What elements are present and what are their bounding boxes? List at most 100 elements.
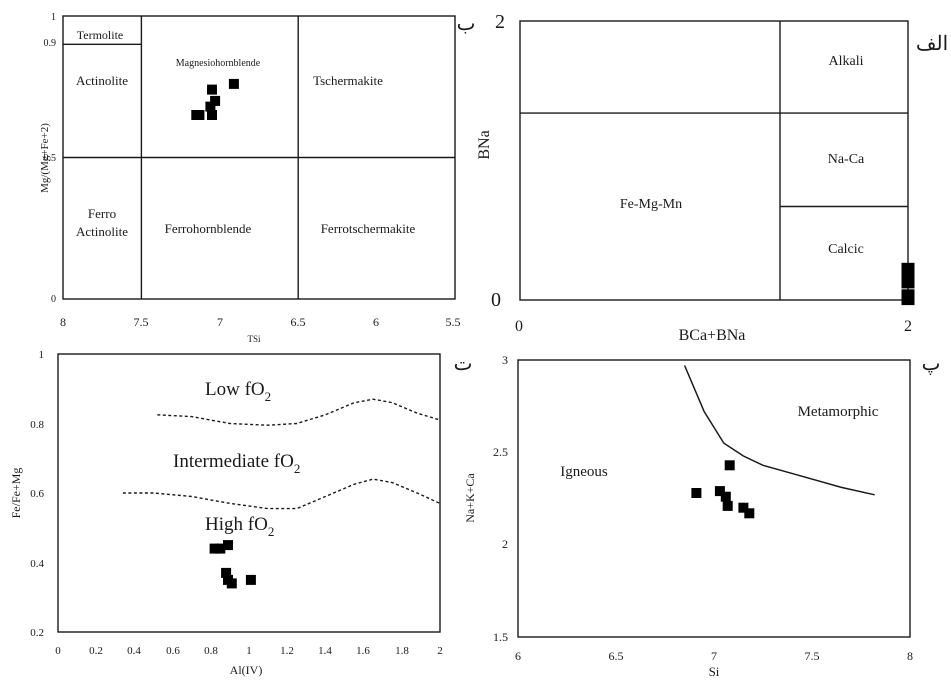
b-ytick-0: 0 bbox=[51, 294, 56, 305]
data-point-marker bbox=[901, 275, 915, 289]
p-xtick-6: 6 bbox=[515, 649, 521, 663]
panel-t-frame bbox=[57, 353, 441, 633]
panel-p-points bbox=[691, 460, 755, 519]
field-calcic: Calcic bbox=[828, 242, 864, 257]
b-ylabel: Mg/(Mg+Fe+2) bbox=[39, 123, 51, 193]
t-ylabel: Fe/Fe+Mg bbox=[9, 468, 23, 519]
t-xtick-0-6: 0.6 bbox=[166, 645, 180, 657]
p-ytick-3: 3 bbox=[502, 353, 508, 367]
b-xtick-5-5: 5.5 bbox=[446, 315, 461, 329]
b-xlabel: TSi bbox=[247, 334, 261, 344]
t-xtick-1-8: 1.8 bbox=[395, 645, 409, 657]
a-xtick-0: 0 bbox=[515, 318, 523, 335]
field-igneous: Igneous bbox=[560, 464, 608, 480]
data-point-marker bbox=[724, 460, 735, 471]
panel-t-boundaries bbox=[122, 398, 441, 510]
t-xtick-0-8: 0.8 bbox=[204, 645, 218, 657]
data-point-marker bbox=[209, 543, 220, 554]
b-ytick-0-9: 0.9 bbox=[44, 38, 57, 49]
data-point-marker bbox=[223, 540, 233, 551]
data-point-marker bbox=[210, 95, 221, 106]
a-ylabel: BNa bbox=[476, 130, 493, 159]
b-xtick-7: 7 bbox=[217, 315, 223, 329]
data-point-marker bbox=[691, 488, 702, 498]
fo2-boundary-curve bbox=[157, 398, 441, 426]
panel-p-corner-label: پ bbox=[922, 353, 941, 375]
fo2-boundary-curve bbox=[122, 478, 441, 510]
t-xtick-0: 0 bbox=[55, 645, 61, 657]
panel-b-corner-label: ب bbox=[457, 13, 476, 35]
t-xtick-2: 2 bbox=[437, 645, 443, 657]
t-xtick-1-2: 1.2 bbox=[280, 645, 294, 657]
t-xtick-0-2: 0.2 bbox=[89, 645, 103, 657]
data-point-marker bbox=[205, 101, 216, 112]
field-ferro-actinolite: Actinolite bbox=[76, 224, 128, 239]
data-point-marker bbox=[738, 502, 749, 513]
a-ytick-2: 2 bbox=[495, 11, 505, 33]
panel-a-frame bbox=[519, 20, 909, 301]
field-fe-mg-mn: Fe-Mg-Mn bbox=[620, 197, 682, 212]
b-ytick-1: 1 bbox=[51, 12, 56, 23]
p-xlabel: Si bbox=[709, 664, 720, 679]
field-ferrotschermakite: Ferrotschermakite bbox=[321, 221, 416, 236]
data-point-marker bbox=[720, 491, 731, 502]
p-ytick-1-5: 1.5 bbox=[493, 630, 508, 644]
panel-p-frame bbox=[517, 359, 911, 638]
field-metamorphic: Metamorphic bbox=[798, 404, 879, 420]
field-tschermakite: Tschermakite bbox=[313, 73, 383, 88]
t-ytick-0-6: 0.6 bbox=[30, 488, 44, 500]
data-point-marker bbox=[245, 574, 256, 585]
field-ferrohornblende: Ferrohornblende bbox=[165, 221, 252, 236]
p-xtick-7-5: 7.5 bbox=[805, 649, 820, 663]
b-xtick-8: 8 bbox=[60, 315, 66, 329]
panel-a-boundaries bbox=[520, 21, 908, 300]
field-termolite: Termolite bbox=[77, 28, 123, 42]
zone-high-fo2: High fO2 bbox=[205, 514, 274, 539]
panel-b-boundaries bbox=[63, 16, 455, 299]
p-xtick-7: 7 bbox=[711, 649, 717, 663]
field-actinolite: Actinolite bbox=[76, 73, 128, 88]
field-magnesiohornblende: Magnesiohornblende bbox=[176, 58, 261, 69]
b-ytick-0-5: 0.5 bbox=[44, 153, 57, 164]
t-xtick-1-4: 1.4 bbox=[318, 645, 332, 657]
field-alkali: Alkali bbox=[829, 54, 864, 69]
field-na-ca: Na-Ca bbox=[828, 152, 865, 167]
data-point-marker bbox=[226, 578, 237, 589]
zone-low-fo2: Low fO2 bbox=[205, 379, 271, 404]
panel-a-points bbox=[901, 262, 915, 306]
p-ytick-2-5: 2.5 bbox=[493, 445, 508, 459]
b-xtick-6: 6 bbox=[373, 315, 379, 329]
t-xlabel: Al(IV) bbox=[230, 663, 263, 677]
t-ytick-0-4: 0.4 bbox=[30, 558, 44, 570]
panel-a-corner-label: الف bbox=[916, 33, 948, 55]
p-ytick-2: 2 bbox=[502, 537, 508, 551]
zone-intermediate-fo2: Intermediate fO2 bbox=[173, 451, 300, 476]
t-xtick-1: 1 bbox=[246, 645, 252, 657]
panel-p: Igneous Metamorphic 6 6.5 7 7.5 8 3 2.5 … bbox=[463, 353, 940, 679]
data-point-marker bbox=[207, 84, 217, 95]
t-ytick-0-8: 0.8 bbox=[30, 419, 44, 431]
p-xtick-6-5: 6.5 bbox=[609, 649, 624, 663]
p-xtick-8: 8 bbox=[907, 649, 913, 663]
a-xlabel: BCa+BNa bbox=[679, 327, 746, 344]
t-xtick-0-4: 0.4 bbox=[127, 645, 141, 657]
data-point-marker bbox=[194, 110, 205, 120]
b-xtick-6-5: 6.5 bbox=[291, 315, 306, 329]
data-point-marker bbox=[722, 500, 733, 511]
panel-p-boundaries bbox=[683, 365, 875, 496]
data-point-marker bbox=[221, 567, 232, 578]
panel-b: Termolite Actinolite Magnesiohornblende … bbox=[39, 12, 475, 344]
data-point-marker bbox=[228, 78, 239, 89]
panel-t: Low fO2 Intermediate fO2 High fO2 0 0.2 … bbox=[9, 349, 472, 677]
b-xtick-7-5: 7.5 bbox=[134, 315, 149, 329]
data-point-marker bbox=[714, 486, 725, 497]
t-xtick-1-6: 1.6 bbox=[356, 645, 370, 657]
field-ferro: Ferro bbox=[88, 206, 116, 221]
t-ytick-1: 1 bbox=[39, 349, 45, 361]
data-point-marker bbox=[744, 508, 755, 519]
p-ylabel: Na+K+Ca bbox=[463, 473, 477, 523]
t-ytick-0-2: 0.2 bbox=[30, 627, 44, 639]
panel-b-points bbox=[191, 78, 239, 120]
panel-t-corner-label: ت bbox=[454, 353, 473, 375]
